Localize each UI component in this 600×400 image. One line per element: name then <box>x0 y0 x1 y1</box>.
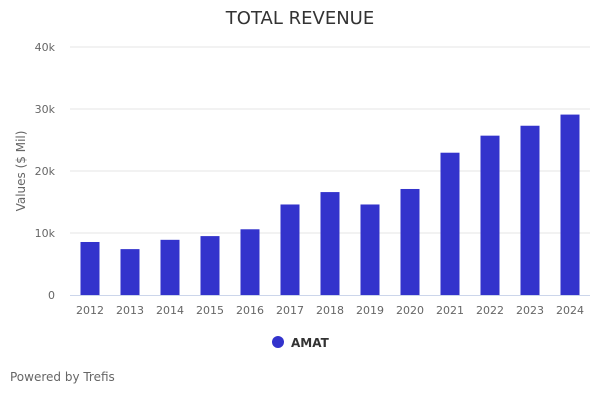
y-tick-label: 10k <box>35 227 56 240</box>
x-tick-label: 2012 <box>76 304 104 317</box>
bar-2021[interactable] <box>440 152 460 295</box>
x-tick-label: 2023 <box>516 304 544 317</box>
y-tick-label: 30k <box>35 103 56 116</box>
x-tick-label: 2013 <box>116 304 144 317</box>
legend[interactable]: AMAT <box>272 336 330 350</box>
y-tick-label: 0 <box>48 289 55 302</box>
chart-title: TOTAL REVENUE <box>225 8 374 29</box>
x-tick-label: 2019 <box>356 304 384 317</box>
bar-2019[interactable] <box>360 204 380 295</box>
x-tick-label: 2018 <box>316 304 344 317</box>
x-tick-label: 2014 <box>156 304 184 317</box>
x-tick-label: 2021 <box>436 304 464 317</box>
x-tick-label: 2020 <box>396 304 424 317</box>
x-tick-label: 2024 <box>556 304 584 317</box>
bar-2014[interactable] <box>160 239 180 295</box>
legend-label-amat[interactable]: AMAT <box>291 336 330 350</box>
legend-marker-icon[interactable] <box>272 336 284 348</box>
bar-2023[interactable] <box>520 125 540 296</box>
y-tick-label: 40k <box>35 41 56 54</box>
x-tick-label: 2017 <box>276 304 304 317</box>
bar-2018[interactable] <box>320 192 340 295</box>
bar-2013[interactable] <box>120 249 140 295</box>
credit-text: Powered by Trefis <box>10 370 115 384</box>
bar-2017[interactable] <box>280 204 300 295</box>
y-axis-label: Values ($ Mil) <box>14 131 28 212</box>
bar-2020[interactable] <box>400 188 420 295</box>
bar-2022[interactable] <box>480 135 500 295</box>
x-axis-ticks: 2012 2013 2014 2015 2016 2017 2018 2019 2020 2021… <box>76 304 584 317</box>
bars <box>80 114 580 296</box>
bar-2015[interactable] <box>200 236 220 295</box>
y-axis-ticks: 0 10k 20k 30k 40k <box>35 41 56 302</box>
bar-2016[interactable] <box>240 229 260 295</box>
x-tick-label: 2016 <box>236 304 264 317</box>
x-tick-label: 2015 <box>196 304 224 317</box>
x-tick-label: 2022 <box>476 304 504 317</box>
y-tick-label: 20k <box>35 165 56 178</box>
bar-2012[interactable] <box>80 241 100 295</box>
bar-2024[interactable] <box>560 114 580 295</box>
